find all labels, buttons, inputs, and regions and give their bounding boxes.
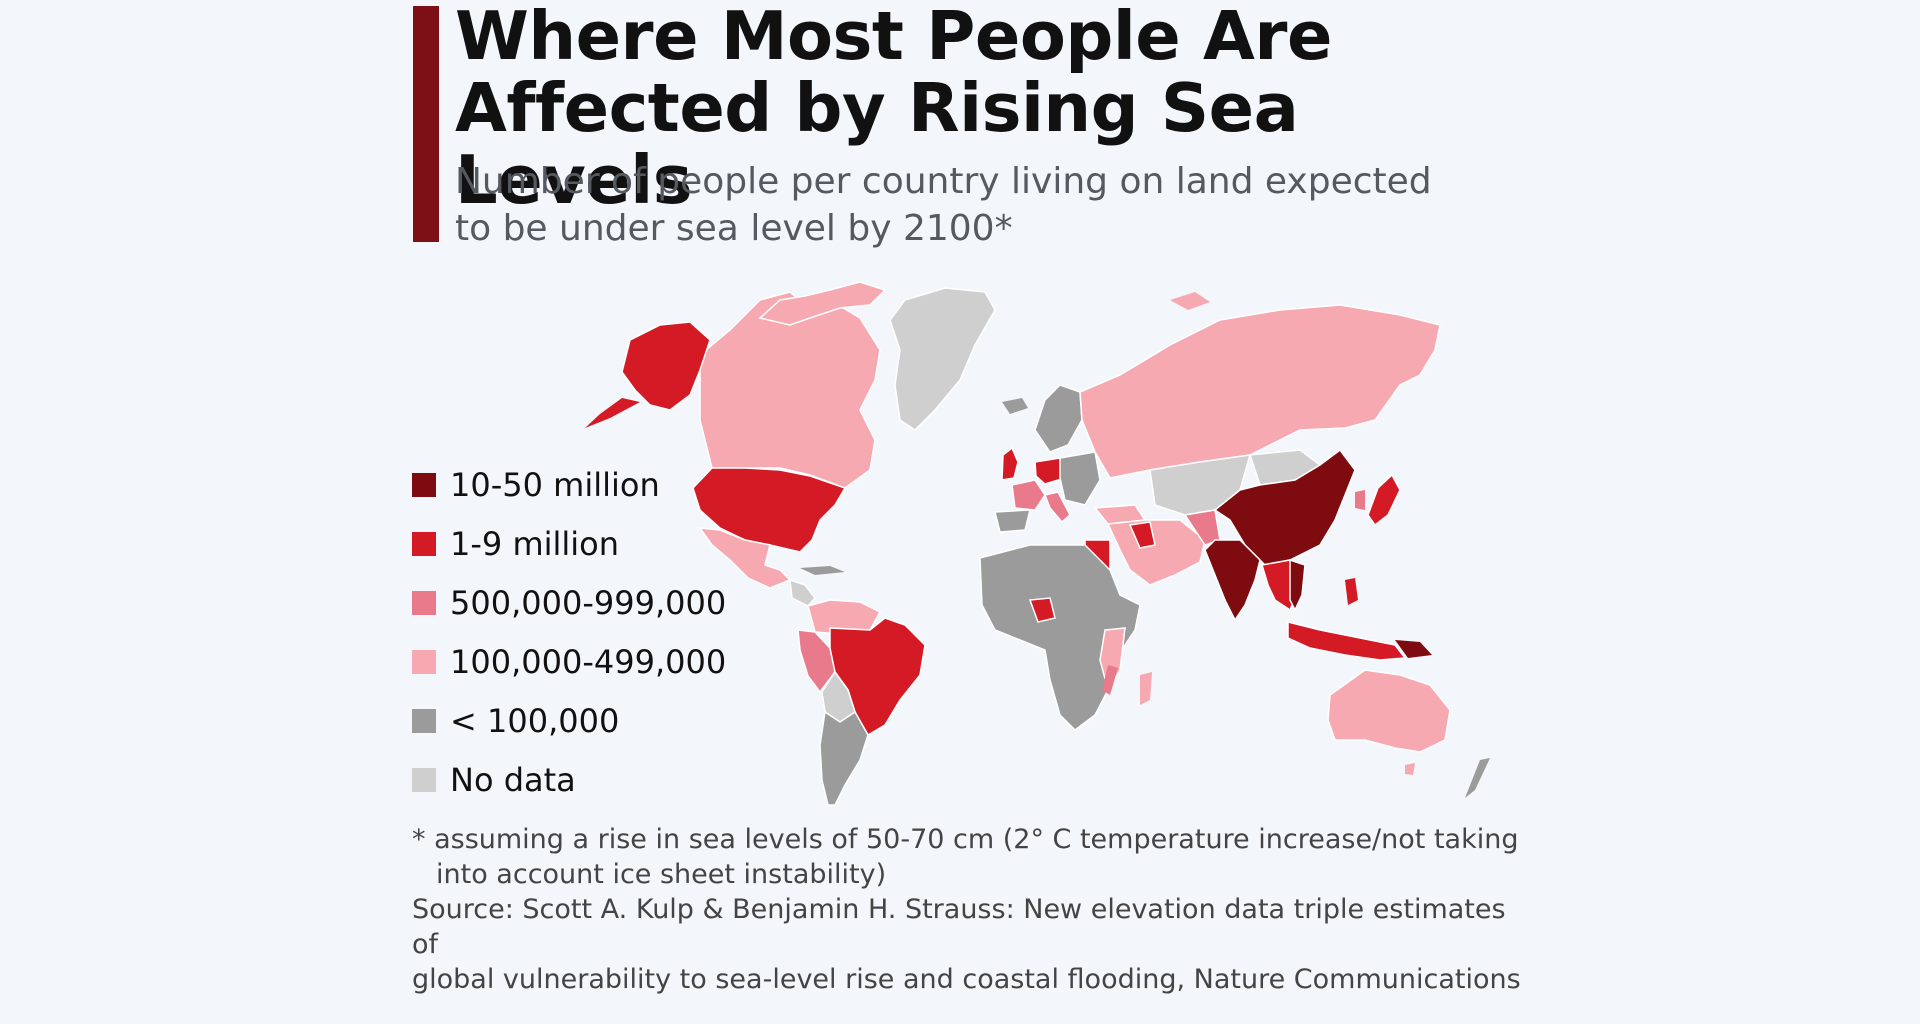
- legend-swatch: [412, 767, 436, 792]
- map-region-iraq: [1128, 521, 1156, 549]
- legend-label: < 100,000: [450, 701, 620, 740]
- map-region-italy: [1043, 491, 1071, 524]
- map-region-china: [1213, 448, 1356, 566]
- legend-label: 1-9 million: [450, 524, 620, 563]
- map-region-scandinavia: [1034, 384, 1083, 453]
- legend-item-lt-100k: < 100,000: [412, 691, 726, 750]
- legend-swatch: [412, 649, 436, 674]
- map-region-madagascar: [1140, 672, 1152, 705]
- legend-swatch: [412, 708, 436, 733]
- footnote-line-1: * assuming a rise in sea levels of 50-70…: [412, 824, 1519, 855]
- map-region-eastern-europe: [1059, 451, 1101, 506]
- map-region-alaska-peninsula: [585, 398, 640, 428]
- map-region-cuba: [800, 566, 845, 575]
- map-region-indonesia: [1287, 621, 1407, 661]
- footnote: * assuming a rise in sea levels of 50-70…: [412, 822, 1522, 997]
- map-region-tasmania: [1405, 763, 1415, 775]
- legend-label: 500,000-999,000: [450, 583, 727, 622]
- subtitle-line-2: to be under sea level by 2100*: [455, 208, 1013, 249]
- legend-swatch: [412, 472, 436, 497]
- map-region-venezuela-colombia: [807, 599, 882, 635]
- map-region-central-america: [789, 578, 816, 607]
- legend-item-10-50-million: 10-50 million: [412, 455, 726, 514]
- map-region-greenland: [889, 287, 996, 431]
- map-region-japan: [1367, 473, 1401, 527]
- legend-swatch: [412, 590, 436, 615]
- map-region-middle-east: [1106, 519, 1206, 586]
- map-region-russia: [1079, 304, 1441, 479]
- source-line-1: Source: Scott A. Kulp & Benjamin H. Stra…: [412, 894, 1506, 960]
- legend: 10-50 million 1-9 million 500,000-999,00…: [412, 455, 726, 809]
- map-region-germany-netherlands: [1034, 457, 1066, 485]
- footnote-line-2: into account ice sheet instability): [436, 859, 887, 890]
- title-line-1: Where Most People Are: [455, 0, 1332, 75]
- map-region-philippines: [1345, 578, 1358, 605]
- map-region-canada-islands: [758, 281, 887, 326]
- map-region-united-states: [692, 467, 847, 553]
- map-region-argentina-chile: [819, 710, 869, 806]
- legend-label: 10-50 million: [450, 465, 660, 504]
- chart-subtitle: Number of people per country living on l…: [455, 158, 1555, 252]
- map-region-vietnam: [1289, 558, 1306, 612]
- legend-item-no-data: No data: [412, 750, 726, 809]
- map-region-india: [1204, 539, 1261, 622]
- map-region-new-zealand: [1465, 758, 1490, 798]
- map-region-iceland: [1002, 398, 1028, 414]
- title-line-2: Affected by Rising Sea Levels: [455, 69, 1299, 219]
- map-region-africa: [979, 544, 1141, 731]
- legend-item-500k-999k: 500,000-999,000: [412, 573, 726, 632]
- legend-item-1-9-million: 1-9 million: [412, 514, 726, 573]
- map-region-russia-islands: [1170, 292, 1210, 310]
- chart-title: Where Most People Are Affected by Rising…: [455, 0, 1555, 216]
- map-region-nigeria: [1028, 597, 1056, 623]
- map-region-mozambique: [1102, 665, 1118, 695]
- map-region-ecuador-peru: [797, 629, 836, 694]
- source-line-2: global vulnerability to sea-level rise a…: [412, 964, 1521, 995]
- legend-item-100k-499k: 100,000-499,000: [412, 632, 726, 691]
- legend-label: No data: [450, 760, 576, 799]
- map-region-korea: [1355, 490, 1365, 510]
- map-region-mexico: [698, 527, 792, 589]
- title-accent-bar: [413, 6, 439, 242]
- subtitle-line-1: Number of people per country living on l…: [455, 161, 1432, 202]
- map-region-united-kingdom: [1001, 446, 1019, 481]
- legend-label: 100,000-499,000: [450, 642, 727, 681]
- map-region-australia: [1327, 669, 1451, 753]
- map-region-new-guinea: [1395, 640, 1432, 658]
- map-region-alaska: [621, 321, 711, 411]
- map-region-iberia: [994, 509, 1031, 533]
- map-region-france: [1011, 479, 1046, 511]
- legend-swatch: [412, 531, 436, 556]
